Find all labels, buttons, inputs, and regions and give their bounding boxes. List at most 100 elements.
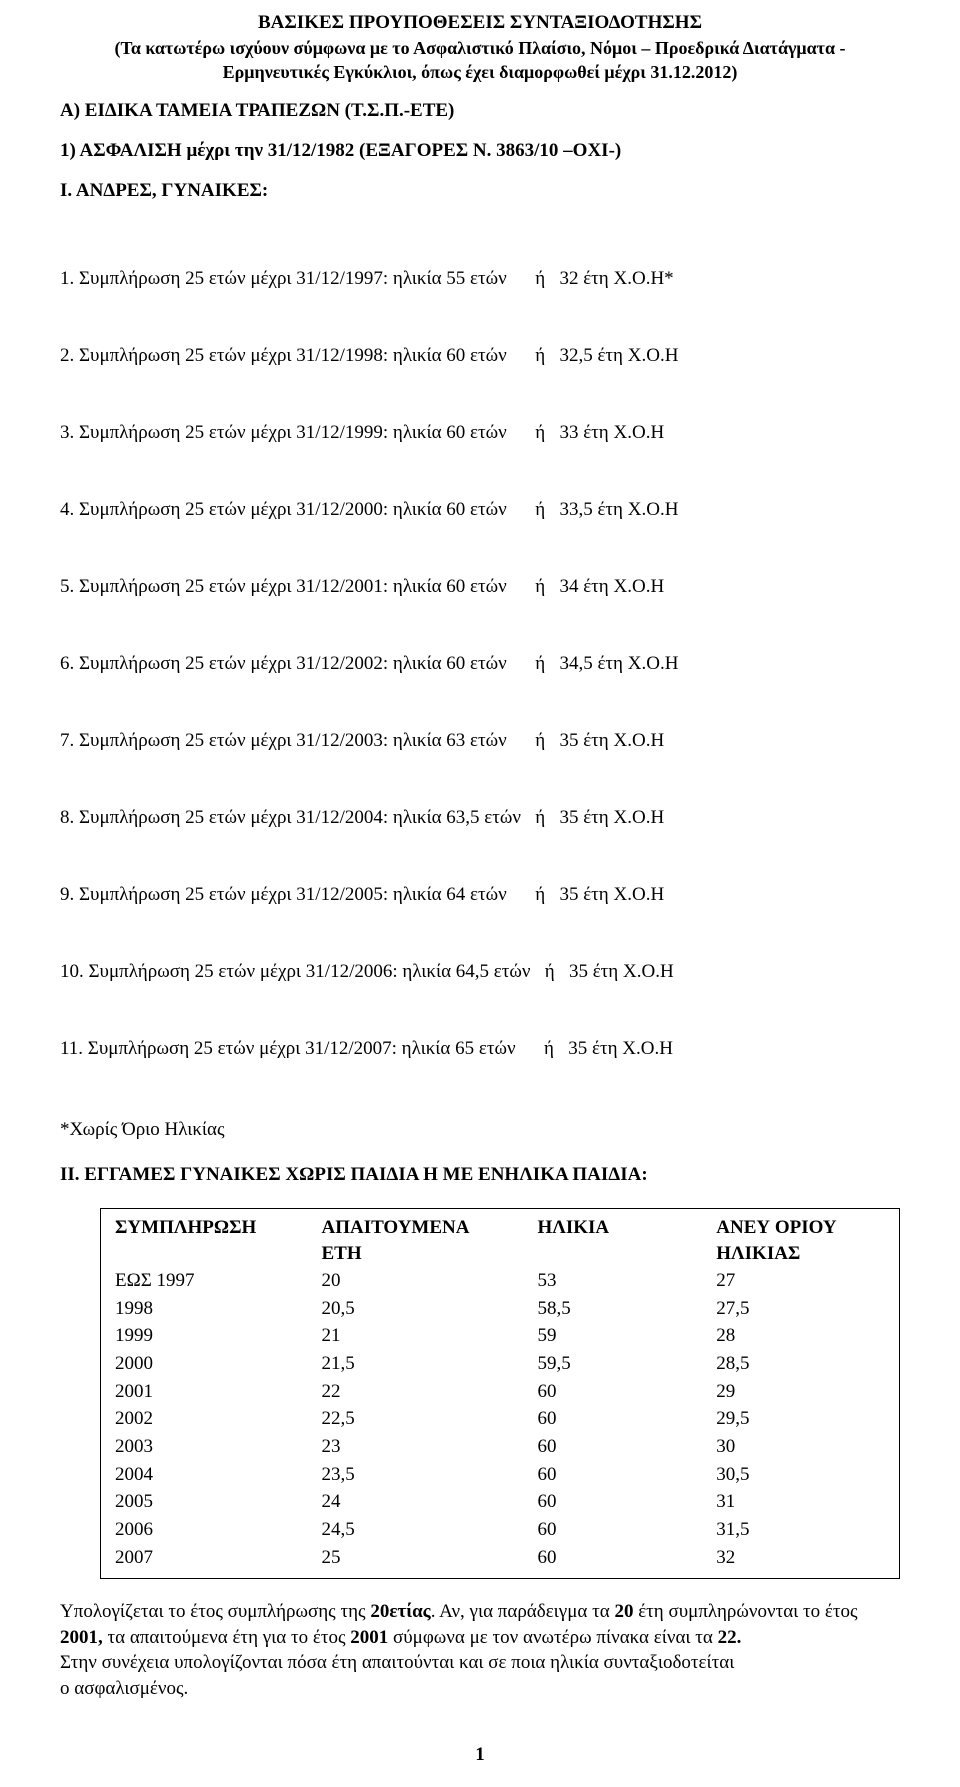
- rule-line: 1. Συμπλήρωση 25 ετών μέχρι 31/12/1997: …: [60, 266, 900, 292]
- exp-text: . Αν, για παράδειγμα τα: [431, 1601, 615, 1622]
- cell-year: 2006: [109, 1517, 315, 1545]
- table-row: 2001 22 60 29: [109, 1379, 891, 1407]
- cell-age: 60: [531, 1379, 710, 1407]
- rule-line: 4. Συμπλήρωση 25 ετών μέχρι 31/12/2000: …: [60, 497, 900, 523]
- col-no-age-limit: ΑΝΕΥ ΟΡΙΟΥ ΗΛΙΚΙΑΣ: [710, 1215, 891, 1268]
- rule-line: 10. Συμπλήρωση 25 ετών μέχρι 31/12/2006:…: [60, 959, 900, 985]
- rule-line: 7. Συμπλήρωση 25 ετών μέχρι 31/12/2003: …: [60, 728, 900, 754]
- exp-bold-20: 20: [614, 1601, 633, 1622]
- explanation-paragraph: Υπολογίζεται το έτος συμπλήρωσης της 20ε…: [60, 1599, 900, 1702]
- footnote-xoh: *Χωρίς Όριο Ηλικίας: [60, 1117, 900, 1143]
- table-row: ΕΩΣ 1997 20 53 27: [109, 1268, 891, 1296]
- cell-age: 60: [531, 1462, 710, 1490]
- section-i-heading: Ι. ΑΝΔΡΕΣ, ΓΥΝΑΙΚΕΣ:: [60, 178, 900, 204]
- table-row: 2002 22,5 60 29,5: [109, 1406, 891, 1434]
- cell-year: 2002: [109, 1406, 315, 1434]
- rule-line: 2. Συμπλήρωση 25 ετών μέχρι 31/12/1998: …: [60, 343, 900, 369]
- section-a-heading: Α) ΕΙΔΙΚΑ ΤΑΜΕΙΑ ΤΡΑΠΕΖΩΝ (Τ.Σ.Π.-ΕΤΕ): [60, 98, 900, 124]
- rule-line: 3. Συμπλήρωση 25 ετών μέχρι 31/12/1999: …: [60, 420, 900, 446]
- cell-noage: 27: [710, 1268, 891, 1296]
- exp-bold-22: 22.: [718, 1627, 742, 1648]
- cell-year: 2007: [109, 1545, 315, 1573]
- section-ii-heading: ΙΙ. ΕΓΓΑΜΕΣ ΓΥΝΑΙΚΕΣ ΧΩΡΙΣ ΠΑΙΔΙΑ Η ΜΕ Ε…: [60, 1162, 900, 1188]
- rule-line: 9. Συμπλήρωση 25 ετών μέχρι 31/12/2005: …: [60, 882, 900, 908]
- col-required-years: ΑΠΑΙΤΟΥΜΕΝΑ ΕΤΗ: [315, 1215, 531, 1268]
- cell-year: 2004: [109, 1462, 315, 1490]
- table-row: 2006 24,5 60 31,5: [109, 1517, 891, 1545]
- cell-req: 24: [315, 1489, 531, 1517]
- cell-noage: 28: [710, 1323, 891, 1351]
- cell-req: 21: [315, 1323, 531, 1351]
- cell-year: 2001: [109, 1379, 315, 1407]
- exp-text: έτη συμπληρώνονται το έτος: [633, 1601, 857, 1622]
- exp-text: σύμφωνα με τον ανωτέρω πίνακα είναι τα: [388, 1627, 717, 1648]
- cell-age: 60: [531, 1545, 710, 1573]
- cell-req: 22: [315, 1379, 531, 1407]
- rules-list: 1. Συμπλήρωση 25 ετών μέχρι 31/12/1997: …: [60, 215, 900, 1112]
- rule-line: 11. Συμπλήρωση 25 ετών μέχρι 31/12/2007:…: [60, 1036, 900, 1062]
- col-required-2: ΕΤΗ: [321, 1243, 361, 1264]
- table-body: ΕΩΣ 1997 20 53 27 1998 20,5 58,5 27,5 19…: [109, 1268, 891, 1572]
- rule-line: 5. Συμπλήρωση 25 ετών μέχρι 31/12/2001: …: [60, 574, 900, 600]
- exp-line-2: Στην συνέχεια υπολογίζονται πόσα έτη απα…: [60, 1652, 734, 1673]
- exp-bold-20etias: 20ετίας: [370, 1601, 430, 1622]
- cell-year: 1998: [109, 1296, 315, 1324]
- col-required-1: ΑΠΑΙΤΟΥΜΕΝΑ: [321, 1217, 469, 1238]
- cell-noage: 29,5: [710, 1406, 891, 1434]
- cell-req: 22,5: [315, 1406, 531, 1434]
- cell-req: 25: [315, 1545, 531, 1573]
- cell-year: 2005: [109, 1489, 315, 1517]
- table-row: 2000 21,5 59,5 28,5: [109, 1351, 891, 1379]
- main-title: ΒΑΣΙΚΕΣ ΠΡΟΥΠΟΘΕΣΕΙΣ ΣΥΝΤΑΞΙΟΔΟΤΗΣΗΣ: [60, 10, 900, 36]
- subtitle-line-1: (Τα κατωτέρω ισχύουν σύμφωνα με το Ασφαλ…: [60, 36, 900, 60]
- table-header-row: ΣΥΜΠΛΗΡΩΣΗ ΑΠΑΙΤΟΥΜΕΝΑ ΕΤΗ ΗΛΙΚΙΑ ΑΝΕΥ Ο…: [109, 1215, 891, 1268]
- cell-req: 20,5: [315, 1296, 531, 1324]
- cell-age: 60: [531, 1517, 710, 1545]
- table-row: 2004 23,5 60 30,5: [109, 1462, 891, 1490]
- cell-age: 60: [531, 1434, 710, 1462]
- cell-age: 59: [531, 1323, 710, 1351]
- cell-age: 60: [531, 1406, 710, 1434]
- cell-noage: 30,5: [710, 1462, 891, 1490]
- table-row: 2003 23 60 30: [109, 1434, 891, 1462]
- cell-noage: 32: [710, 1545, 891, 1573]
- cell-year: 1999: [109, 1323, 315, 1351]
- cell-year: 2003: [109, 1434, 315, 1462]
- table-row: 1998 20,5 58,5 27,5: [109, 1296, 891, 1324]
- col-age: ΗΛΙΚΙΑ: [531, 1215, 710, 1268]
- cell-year: ΕΩΣ 1997: [109, 1268, 315, 1296]
- table-row: 1999 21 59 28: [109, 1323, 891, 1351]
- rule-line: 8. Συμπλήρωση 25 ετών μέχρι 31/12/2004: …: [60, 805, 900, 831]
- exp-bold-2001a: 2001,: [60, 1627, 103, 1648]
- cell-age: 58,5: [531, 1296, 710, 1324]
- table-row: 2005 24 60 31: [109, 1489, 891, 1517]
- cell-noage: 30: [710, 1434, 891, 1462]
- cell-noage: 27,5: [710, 1296, 891, 1324]
- cell-noage: 29: [710, 1379, 891, 1407]
- cell-req: 23: [315, 1434, 531, 1462]
- exp-bold-2001b: 2001: [350, 1627, 388, 1648]
- cell-req: 20: [315, 1268, 531, 1296]
- requirements-table: ΣΥΜΠΛΗΡΩΣΗ ΑΠΑΙΤΟΥΜΕΝΑ ΕΤΗ ΗΛΙΚΙΑ ΑΝΕΥ Ο…: [109, 1215, 891, 1572]
- cell-noage: 31,5: [710, 1517, 891, 1545]
- cell-noage: 28,5: [710, 1351, 891, 1379]
- exp-text: Υπολογίζεται το έτος συμπλήρωσης της: [60, 1601, 370, 1622]
- cell-req: 23,5: [315, 1462, 531, 1490]
- exp-line-3: ο ασφαλισμένος.: [60, 1678, 188, 1699]
- col-completion-1: ΣΥΜΠΛΗΡΩΣΗ: [115, 1217, 256, 1238]
- cell-age: 60: [531, 1489, 710, 1517]
- cell-req: 21,5: [315, 1351, 531, 1379]
- col-noage-2: ΗΛΙΚΙΑΣ: [716, 1243, 800, 1264]
- subtitle-line-2: Ερμηνευτικές Εγκύκλιοι, όπως έχει διαμορ…: [60, 60, 900, 84]
- col-completion: ΣΥΜΠΛΗΡΩΣΗ: [109, 1215, 315, 1268]
- cell-age: 59,5: [531, 1351, 710, 1379]
- cell-noage: 31: [710, 1489, 891, 1517]
- rule-line: 6. Συμπλήρωση 25 ετών μέχρι 31/12/2002: …: [60, 651, 900, 677]
- exp-text: τα απαιτούμενα έτη για το έτος: [103, 1627, 351, 1648]
- requirements-table-wrap: ΣΥΜΠΛΗΡΩΣΗ ΑΠΑΙΤΟΥΜΕΝΑ ΕΤΗ ΗΛΙΚΙΑ ΑΝΕΥ Ο…: [100, 1208, 900, 1579]
- cell-age: 53: [531, 1268, 710, 1296]
- cell-req: 24,5: [315, 1517, 531, 1545]
- section-1-heading: 1) ΑΣΦΑΛΙΣΗ μέχρι την 31/12/1982 (ΕΞΑΓΟΡ…: [60, 138, 900, 164]
- col-noage-1: ΑΝΕΥ ΟΡΙΟΥ: [716, 1217, 836, 1238]
- document-page: ΒΑΣΙΚΕΣ ΠΡΟΥΠΟΘΕΣΕΙΣ ΣΥΝΤΑΞΙΟΔΟΤΗΣΗΣ (Τα…: [0, 0, 960, 1787]
